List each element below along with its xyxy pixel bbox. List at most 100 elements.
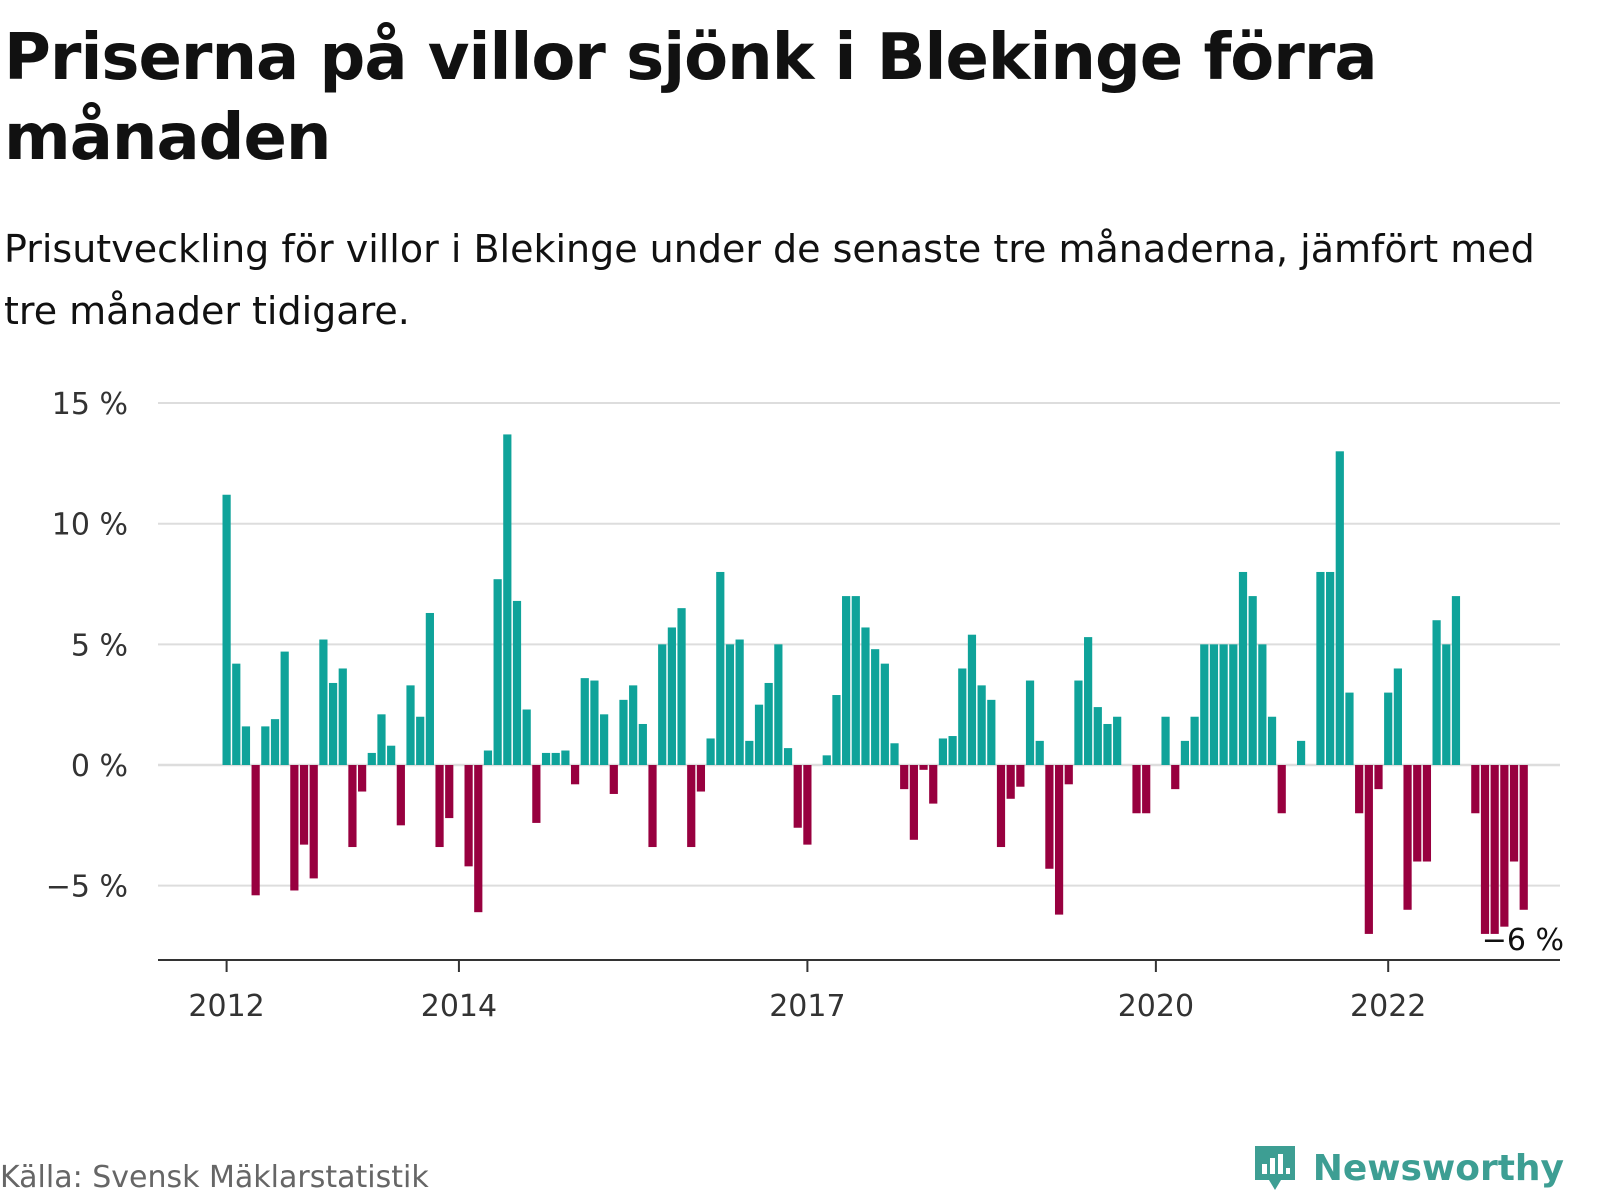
bar-2017-08[interactable]	[871, 649, 880, 765]
bar-2018-03[interactable]	[938, 738, 948, 765]
bar-2016-05[interactable]	[725, 644, 735, 765]
bar-2020-06[interactable]	[1200, 644, 1209, 765]
bar-2015-11[interactable]	[667, 627, 676, 765]
bar-2012-09[interactable]	[299, 765, 309, 845]
bar-2020-09[interactable]	[1229, 644, 1238, 765]
bar-2013-12[interactable]	[445, 765, 454, 819]
bar-2022-02[interactable]	[1393, 668, 1402, 765]
bar-2014-06[interactable]	[503, 434, 512, 765]
bar-2016-08[interactable]	[754, 704, 764, 765]
bar-2018-10[interactable]	[1006, 765, 1015, 799]
bar-2020-10[interactable]	[1238, 571, 1248, 765]
bar-2022-05[interactable]	[1422, 765, 1432, 862]
bar-2017-01[interactable]	[803, 765, 812, 845]
bar-2016-07[interactable]	[745, 740, 754, 765]
bar-2019-01[interactable]	[1035, 740, 1044, 765]
bar-2014-07[interactable]	[512, 600, 522, 765]
bar-2017-09[interactable]	[880, 663, 889, 765]
bar-2012-01[interactable]	[222, 494, 231, 765]
bar-2014-09[interactable]	[532, 765, 541, 823]
bar-2022-11[interactable]	[1480, 765, 1490, 934]
bar-2022-10[interactable]	[1471, 765, 1480, 814]
bar-2021-04[interactable]	[1296, 740, 1306, 765]
bar-2019-12[interactable]	[1142, 765, 1151, 814]
bar-2012-08[interactable]	[290, 765, 299, 891]
bar-2013-03[interactable]	[358, 765, 367, 792]
bar-2015-01[interactable]	[570, 765, 580, 785]
bar-2014-11[interactable]	[551, 752, 560, 765]
bar-2018-01[interactable]	[919, 765, 928, 770]
bar-2013-07[interactable]	[396, 765, 405, 826]
bar-2014-08[interactable]	[522, 709, 531, 766]
bar-2021-06[interactable]	[1316, 571, 1325, 765]
bar-2015-02[interactable]	[580, 678, 589, 765]
bar-2014-04[interactable]	[483, 750, 493, 765]
bar-2018-08[interactable]	[987, 699, 996, 765]
bar-2016-09[interactable]	[764, 682, 773, 765]
bar-2014-10[interactable]	[541, 752, 551, 765]
bar-2015-08[interactable]	[638, 723, 647, 765]
bar-2016-12[interactable]	[793, 765, 802, 828]
bar-2017-04[interactable]	[832, 695, 841, 765]
bar-2015-09[interactable]	[648, 765, 657, 848]
bar-2020-07[interactable]	[1209, 644, 1219, 765]
bar-2021-10[interactable]	[1355, 765, 1364, 814]
bar-2015-12[interactable]	[677, 608, 686, 765]
bar-2013-08[interactable]	[406, 685, 415, 765]
bar-2012-02[interactable]	[232, 663, 241, 765]
bar-2020-02[interactable]	[1161, 716, 1170, 765]
bar-2021-01[interactable]	[1267, 716, 1277, 765]
bar-2019-08[interactable]	[1103, 723, 1112, 765]
bar-2020-03[interactable]	[1171, 765, 1180, 790]
bar-2020-12[interactable]	[1258, 644, 1267, 765]
bar-2015-06[interactable]	[619, 699, 628, 765]
bar-2018-07[interactable]	[977, 685, 986, 765]
bar-2021-09[interactable]	[1345, 692, 1354, 765]
bar-2021-12[interactable]	[1374, 765, 1383, 790]
bar-2018-02[interactable]	[929, 765, 938, 804]
bar-2019-06[interactable]	[1084, 637, 1093, 765]
bar-2021-02[interactable]	[1277, 765, 1286, 814]
bar-2013-06[interactable]	[387, 745, 396, 765]
bar-2022-08[interactable]	[1451, 596, 1461, 765]
bar-2019-05[interactable]	[1074, 680, 1083, 765]
bar-2016-10[interactable]	[774, 644, 783, 765]
bar-2017-05[interactable]	[842, 596, 851, 765]
bar-2012-07[interactable]	[280, 651, 289, 765]
newsworthy-brand[interactable]: Newsworthy	[1251, 1142, 1564, 1194]
bar-2013-01[interactable]	[338, 668, 347, 765]
bar-2021-11[interactable]	[1364, 765, 1373, 934]
bar-2021-07[interactable]	[1326, 571, 1335, 765]
bar-2019-04[interactable]	[1064, 765, 1073, 785]
bar-2017-11[interactable]	[900, 765, 909, 790]
bar-2022-06[interactable]	[1432, 620, 1441, 765]
bar-2018-05[interactable]	[958, 668, 967, 765]
bar-2016-01[interactable]	[687, 765, 696, 848]
bar-2013-02[interactable]	[348, 765, 357, 848]
bar-2013-05[interactable]	[377, 714, 386, 765]
bar-2022-03[interactable]	[1403, 765, 1412, 910]
bar-2019-03[interactable]	[1054, 765, 1064, 915]
bar-2016-11[interactable]	[783, 748, 793, 765]
bar-2015-03[interactable]	[590, 680, 599, 765]
bar-2012-06[interactable]	[270, 719, 280, 765]
bar-2018-06[interactable]	[967, 634, 977, 765]
bar-2019-02[interactable]	[1045, 765, 1054, 869]
bar-2020-04[interactable]	[1180, 740, 1190, 765]
bar-2015-10[interactable]	[658, 644, 667, 765]
bar-2017-07[interactable]	[861, 627, 870, 765]
bar-2019-07[interactable]	[1093, 707, 1102, 765]
bar-2013-10[interactable]	[425, 612, 434, 765]
bar-2023-01[interactable]	[1500, 765, 1509, 927]
bar-2012-12[interactable]	[328, 682, 338, 765]
bar-2016-03[interactable]	[706, 738, 715, 765]
bar-2015-07[interactable]	[629, 685, 638, 765]
bar-2014-05[interactable]	[493, 579, 502, 765]
bar-2012-04[interactable]	[251, 765, 260, 896]
bar-2012-11[interactable]	[319, 639, 328, 765]
bar-2018-11[interactable]	[1016, 765, 1025, 787]
bar-2019-11[interactable]	[1132, 765, 1141, 814]
bar-2014-12[interactable]	[561, 750, 570, 765]
bar-2016-04[interactable]	[716, 571, 725, 765]
bar-2012-03[interactable]	[241, 726, 251, 765]
